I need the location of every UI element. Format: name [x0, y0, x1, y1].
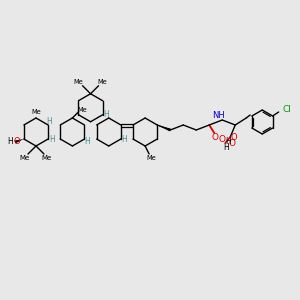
Text: H: H [224, 142, 229, 152]
Text: H: H [225, 137, 231, 146]
Text: H: H [46, 116, 52, 125]
Polygon shape [157, 125, 171, 131]
Text: Me: Me [146, 155, 156, 161]
Text: H: H [85, 137, 90, 146]
Text: H: H [49, 134, 55, 143]
Polygon shape [14, 139, 24, 143]
Text: H: H [7, 136, 13, 146]
Text: O: O [212, 133, 219, 142]
Text: H: H [103, 110, 109, 119]
Text: Me: Me [31, 109, 41, 115]
Text: Me: Me [42, 155, 52, 161]
Text: Me: Me [77, 107, 87, 113]
Text: O: O [219, 136, 226, 145]
Text: Me: Me [74, 79, 83, 85]
Text: Me: Me [98, 79, 107, 85]
Text: O: O [231, 133, 238, 142]
Text: Me: Me [20, 155, 30, 161]
Text: O: O [14, 136, 20, 146]
Text: Cl: Cl [282, 106, 291, 115]
Text: NH: NH [212, 110, 225, 119]
Text: H: H [121, 134, 127, 143]
Text: O: O [229, 139, 236, 148]
